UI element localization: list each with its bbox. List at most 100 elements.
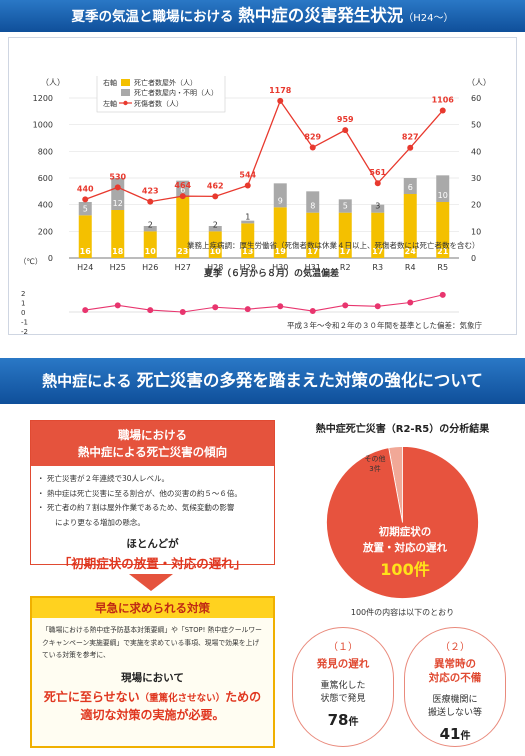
x-tick-label: R2 xyxy=(340,263,351,272)
temperature-point xyxy=(374,303,381,310)
bar-outdoor xyxy=(208,231,222,258)
left-tick-label: 0 xyxy=(48,254,53,263)
bar-outdoor xyxy=(306,212,320,258)
bar-outdoor-label: 10 xyxy=(210,247,222,256)
x-tick-label: H27 xyxy=(175,263,191,272)
urgent-line1: 死亡に至らせない（重篤化させない）ための xyxy=(32,689,273,707)
bar-indoor xyxy=(208,226,222,232)
legend-point-swatch xyxy=(123,100,128,106)
casualty-chart: 0 200 400 600 800 1000 1200 0 10 20 30 40 50 60 （人） （人）… xyxy=(33,76,491,272)
casualty-point xyxy=(439,107,446,114)
bar-indoor xyxy=(338,199,352,213)
bar-outdoor-label: 17 xyxy=(307,247,318,256)
pie-title: 熱中症死亡災害（R2-R5）の分析結果 xyxy=(315,424,490,435)
x-tick-label: H29 xyxy=(240,263,256,272)
cause-name-line2: 対応の不備 xyxy=(428,672,482,684)
bar-indoor-label: 1 xyxy=(245,212,250,221)
temperature-line xyxy=(85,294,443,313)
trend-delay: 「初期症状の放置・対応の遅れ」 xyxy=(58,556,247,571)
left-tick-label: 800 xyxy=(38,147,53,156)
cause-number: （２） xyxy=(440,642,470,653)
bar-outdoor xyxy=(436,202,450,258)
bar-outdoor xyxy=(241,223,255,258)
temp-tick-label: 0 xyxy=(21,309,25,317)
legend-outdoor-swatch xyxy=(121,79,130,86)
cause-desc-line2: 状態で発見 xyxy=(320,694,366,704)
urgent-onsite: 現場において xyxy=(121,671,184,684)
casualty-point xyxy=(82,196,89,203)
x-tick-label: R3 xyxy=(372,263,383,272)
bar-outdoor xyxy=(403,194,417,258)
cause-name: 発見の遅れ xyxy=(293,657,393,671)
bar-outdoor-label: 17 xyxy=(340,247,351,256)
casualty-value-label: 530 xyxy=(109,172,126,181)
temperature-point xyxy=(439,291,446,298)
casualty-value-label: 1178 xyxy=(269,86,292,95)
top-banner-main: 熱中症の災害発生状況 xyxy=(238,6,404,25)
bar-indoor xyxy=(78,202,92,216)
cause-name-line1: 発見の遅れ xyxy=(316,658,370,670)
bar-indoor xyxy=(436,175,450,202)
cause-desc: 医療機関に 搬送しない等 xyxy=(405,694,505,720)
bar-indoor-label: 10 xyxy=(438,191,448,200)
bar-indoor-label: 2 xyxy=(148,220,153,229)
bar-indoor xyxy=(306,191,320,213)
right-tick-label: 50 xyxy=(471,121,481,130)
bar-outdoor xyxy=(371,212,385,258)
right-tick-label: 40 xyxy=(471,147,481,156)
urgent-body: 「職場における熱中症予防基本対策要綱」や「STOP! 熱中症クールワークキャンペ… xyxy=(42,626,262,659)
pie-other-value: 3件 xyxy=(369,464,380,473)
temperature-point xyxy=(147,307,154,314)
trend-item: 死亡者の約７割は屋外作業であるため、気候変動の影響 xyxy=(37,501,266,516)
bottom-banner-main: 死亡災害の多発を踏まえた対策の強化について xyxy=(136,371,483,390)
urgent-line1-end: ための xyxy=(225,689,262,704)
left-tick-label: 400 xyxy=(38,201,53,210)
casualty-point xyxy=(244,182,251,189)
bar-outdoor xyxy=(338,212,352,258)
x-tick-label: H30 xyxy=(272,263,288,272)
trend-item: 死亡災害が２年連続で30人レベル。 xyxy=(37,472,266,487)
urgent-line1-text: 死亡に至らせない xyxy=(43,689,140,704)
bar-indoor-label: 12 xyxy=(113,199,123,208)
bar-indoor-label: 5 xyxy=(343,202,348,211)
casualty-value-label: 464 xyxy=(174,181,191,190)
casualty-point xyxy=(342,127,349,134)
right-tick-label: 60 xyxy=(471,94,481,103)
casualty-point xyxy=(212,193,219,200)
pie-main-label-line2: 放置・対応の遅れ xyxy=(362,541,447,554)
down-arrow-icon xyxy=(129,574,173,591)
right-tick-label: 10 xyxy=(471,227,481,236)
bar-indoor xyxy=(143,226,157,232)
bar-outdoor-label: 13 xyxy=(242,247,253,256)
trend-heading-line2: 熱中症による死亡災害の傾向 xyxy=(77,445,228,459)
casualty-value-label: 561 xyxy=(369,168,386,177)
top-banner: 夏季の気温と職場における 熱中症の災害発生状況（H24〜） xyxy=(0,0,525,32)
temperature-point xyxy=(82,307,89,314)
x-tick-label: H26 xyxy=(142,263,158,272)
casualty-value-label: 827 xyxy=(402,133,419,142)
x-tick-label: H31 xyxy=(305,263,321,272)
cause-count-unit: 件 xyxy=(460,731,471,742)
trend-box: 職場における 熱中症による死亡災害の傾向 死亡災害が２年連続で30人レベル。 熱… xyxy=(30,420,275,571)
right-tick-label: 30 xyxy=(471,174,481,183)
bar-indoor xyxy=(176,180,190,197)
bottom-banner: 熱中症による 死亡災害の多発を踏まえた対策の強化について xyxy=(0,358,525,404)
casualty-source-note: 業務上疾病調：厚生労働省（死傷者数は休業４日以上、死傷者数には死亡者数を含む） xyxy=(187,241,480,250)
bar-indoor-label: 5 xyxy=(83,204,88,213)
bar-indoor-label: 6 xyxy=(180,186,185,195)
pie-other-label: その他 xyxy=(365,454,386,463)
legend-box xyxy=(96,76,226,113)
left-tick-label: 1200 xyxy=(33,94,53,103)
temperature-point xyxy=(309,308,316,315)
urgent-line2: 適切な対策の実施が必要。 xyxy=(80,707,225,722)
cause-count-value: 78 xyxy=(327,711,349,729)
legend-indoor: 死亡者数屋内・不明（人） xyxy=(134,88,218,97)
legend-left-axis: 左軸 xyxy=(103,99,117,108)
top-banner-prefix: 夏季の気温と職場における xyxy=(71,9,234,25)
trend-item: 熱中症は死亡災害に至る割合が、他の災害の約５〜６倍。 xyxy=(37,487,266,502)
trend-list: 死亡災害が２年連続で30人レベル。 熱中症は死亡災害に至る割合が、他の災害の約５… xyxy=(31,466,274,530)
cause-circle-discovery: （１） 発見の遅れ 重篤化した 状態で発見 78件 xyxy=(292,627,394,747)
x-tick-label: R4 xyxy=(405,263,416,272)
cause-desc: 重篤化した 状態で発見 xyxy=(293,680,393,706)
legend-indoor-swatch xyxy=(121,89,130,96)
